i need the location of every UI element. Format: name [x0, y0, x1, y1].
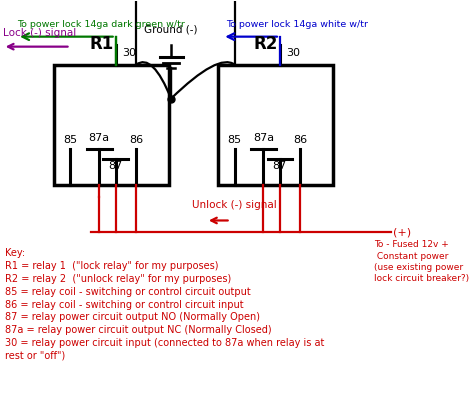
Text: Lock (-) signal: Lock (-) signal — [3, 28, 76, 38]
Text: 87: 87 — [109, 160, 123, 170]
Text: (+): (+) — [393, 227, 411, 237]
Text: 87a: 87a — [89, 133, 110, 143]
Bar — [54, 65, 169, 184]
Text: 86: 86 — [293, 135, 308, 144]
Text: 85: 85 — [64, 135, 78, 144]
Text: 87: 87 — [273, 160, 287, 170]
Text: To - Fused 12v +
 Constant power
(use existing power
lock circuit breaker?): To - Fused 12v + Constant power (use exi… — [374, 241, 469, 283]
Text: Ground (-): Ground (-) — [144, 24, 198, 34]
Text: Key:
R1 = relay 1  ("lock relay" for my purposes)
R2 = relay 2  ("unlock relay" : Key: R1 = relay 1 ("lock relay" for my p… — [5, 249, 324, 361]
Text: 86: 86 — [129, 135, 143, 144]
Bar — [219, 65, 333, 184]
Text: 87a: 87a — [253, 133, 274, 143]
Text: To power lock 14ga dark green w/tr: To power lock 14ga dark green w/tr — [17, 20, 185, 29]
Text: R2: R2 — [253, 34, 278, 53]
Text: 30: 30 — [122, 48, 136, 58]
Text: 85: 85 — [228, 135, 242, 144]
Text: To power lock 14ga white w/tr: To power lock 14ga white w/tr — [227, 20, 368, 29]
Text: 30: 30 — [286, 48, 300, 58]
Text: R1: R1 — [89, 34, 113, 53]
Text: Unlock (-) signal: Unlock (-) signal — [192, 200, 277, 211]
